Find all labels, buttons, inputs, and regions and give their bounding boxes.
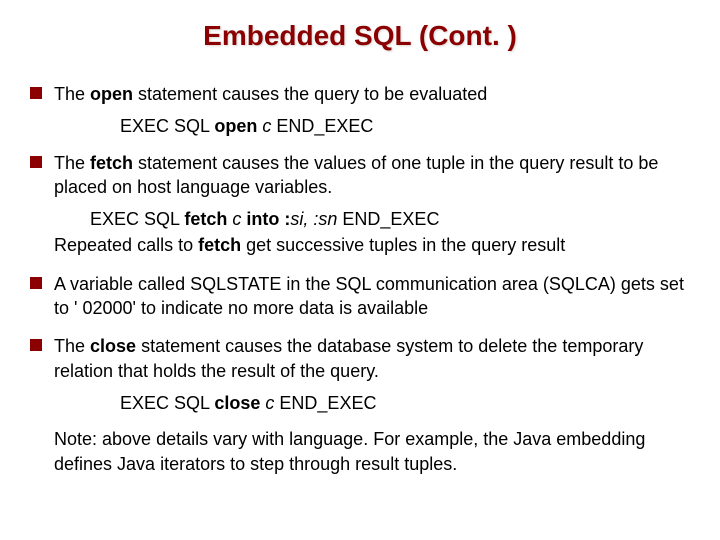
code-italic: si, :sn <box>290 209 342 229</box>
bullet-text: The close statement causes the database … <box>54 334 690 383</box>
code-bold: into : <box>246 209 290 229</box>
bold-segment: open <box>90 84 133 104</box>
text-segment: The <box>54 84 90 104</box>
code-line: EXEC SQL open c END_EXEC <box>120 114 690 138</box>
bullet-item: The open statement causes the query to b… <box>30 82 690 106</box>
bullet-text: The fetch statement causes the values of… <box>54 151 690 200</box>
code-bold: close <box>214 393 265 413</box>
code-segment: END_EXEC <box>342 209 439 229</box>
text-segment: The <box>54 153 90 173</box>
bullet-item: The fetch statement causes the values of… <box>30 151 690 200</box>
square-bullet-icon <box>30 339 42 351</box>
slide-container: Embedded SQL (Cont. ) The open statement… <box>0 0 720 540</box>
text-segment: statement causes the database system to … <box>54 336 643 380</box>
text-segment: statement causes the values of one tuple… <box>54 153 658 197</box>
square-bullet-icon <box>30 87 42 99</box>
code-bold: fetch <box>184 209 232 229</box>
code-segment: END_EXEC <box>276 116 373 136</box>
code-line: EXEC SQL close c END_EXEC <box>120 391 690 415</box>
square-bullet-icon <box>30 156 42 168</box>
slide-title: Embedded SQL (Cont. ) <box>30 20 690 52</box>
code-segment: EXEC SQL <box>120 393 214 413</box>
bullet-item: A variable called SQLSTATE in the SQL co… <box>30 272 690 321</box>
bullet-item: The close statement causes the database … <box>30 334 690 383</box>
code-segment: EXEC SQL <box>90 209 184 229</box>
code-line: EXEC SQL fetch c into :si, :sn END_EXEC <box>90 207 690 231</box>
bold-segment: fetch <box>198 235 241 255</box>
text-segment: get successive tuples in the query resul… <box>241 235 565 255</box>
bold-segment: fetch <box>90 153 133 173</box>
text-segment: The <box>54 336 90 356</box>
note-text: Note: above details vary with language. … <box>54 427 690 476</box>
code-segment: EXEC SQL <box>120 116 214 136</box>
followup-text: Repeated calls to fetch get successive t… <box>54 233 690 257</box>
square-bullet-icon <box>30 277 42 289</box>
code-italic: c <box>265 393 279 413</box>
bullet-text: A variable called SQLSTATE in the SQL co… <box>54 272 690 321</box>
code-italic: c <box>232 209 246 229</box>
code-bold: open <box>214 116 257 136</box>
bullet-text: The open statement causes the query to b… <box>54 82 690 106</box>
code-italic: c <box>257 116 276 136</box>
bold-segment: close <box>90 336 136 356</box>
code-segment: END_EXEC <box>279 393 376 413</box>
text-segment: Repeated calls to <box>54 235 198 255</box>
text-segment: statement causes the query to be evaluat… <box>133 84 487 104</box>
